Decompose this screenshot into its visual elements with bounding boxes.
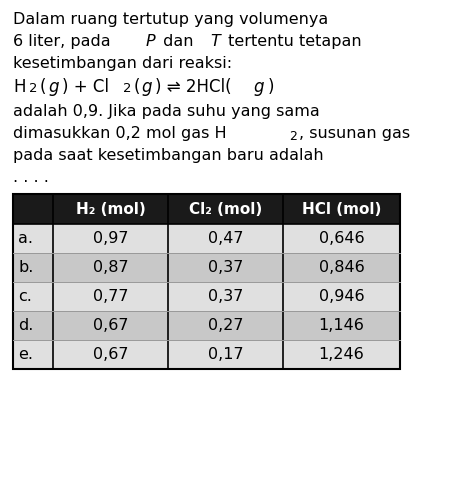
- Text: dan: dan: [158, 34, 198, 49]
- Text: pada saat kesetimbangan baru adalah: pada saat kesetimbangan baru adalah: [13, 148, 324, 163]
- Text: Cl₂ (mol): Cl₂ (mol): [189, 202, 262, 216]
- Text: 0,77: 0,77: [93, 289, 128, 304]
- Bar: [13, 282, 400, 311]
- Bar: [13, 311, 400, 340]
- Text: 6 liter, pada: 6 liter, pada: [13, 34, 116, 49]
- Text: , susunan gas: , susunan gas: [299, 126, 410, 141]
- Text: e.: e.: [18, 347, 33, 362]
- Text: d.: d.: [18, 318, 33, 333]
- Text: 0,97: 0,97: [93, 231, 128, 246]
- Text: 0,67: 0,67: [93, 318, 128, 333]
- Text: HCl (mol): HCl (mol): [302, 202, 381, 216]
- Text: 1,146: 1,146: [318, 318, 364, 333]
- Text: 0,646: 0,646: [319, 231, 364, 246]
- Text: dimasukkan 0,2 mol gas H: dimasukkan 0,2 mol gas H: [13, 126, 226, 141]
- Text: g: g: [254, 78, 264, 96]
- Text: 0,27: 0,27: [208, 318, 243, 333]
- Text: H₂ (mol): H₂ (mol): [76, 202, 145, 216]
- Text: 1,246: 1,246: [318, 347, 364, 362]
- Text: g: g: [48, 78, 59, 96]
- Text: c.: c.: [18, 289, 32, 304]
- Text: P: P: [146, 34, 155, 49]
- Text: Dalam ruang tertutup yang volumenya: Dalam ruang tertutup yang volumenya: [13, 12, 328, 27]
- Bar: [13, 340, 400, 369]
- Text: kesetimbangan dari reaksi:: kesetimbangan dari reaksi:: [13, 56, 232, 71]
- Text: 0,47: 0,47: [208, 231, 243, 246]
- Text: 0,946: 0,946: [319, 289, 364, 304]
- Text: adalah 0,9. Jika pada suhu yang sama: adalah 0,9. Jika pada suhu yang sama: [13, 104, 320, 119]
- Bar: [13, 194, 400, 224]
- Bar: [13, 224, 400, 253]
- Text: b.: b.: [18, 260, 33, 275]
- Text: 0,67: 0,67: [93, 347, 128, 362]
- Text: 0,37: 0,37: [208, 289, 243, 304]
- Text: g: g: [142, 78, 152, 96]
- Text: 2: 2: [289, 130, 296, 143]
- Bar: [13, 253, 400, 282]
- Text: 2: 2: [123, 82, 131, 95]
- Text: ) ⇌ 2HCl(: ) ⇌ 2HCl(: [155, 78, 232, 96]
- Text: tertentu tetapan: tertentu tetapan: [223, 34, 362, 49]
- Text: (: (: [40, 78, 46, 96]
- Text: . . . .: . . . .: [13, 170, 49, 185]
- Text: a.: a.: [18, 231, 33, 246]
- Text: 0,17: 0,17: [208, 347, 243, 362]
- Text: ) + Cl: ) + Cl: [62, 78, 109, 96]
- Text: H: H: [13, 78, 26, 96]
- Text: 0,87: 0,87: [93, 260, 129, 275]
- Text: 0,37: 0,37: [208, 260, 243, 275]
- Bar: [13, 194, 400, 369]
- Text: 0,846: 0,846: [318, 260, 364, 275]
- Text: (: (: [133, 78, 140, 96]
- Text: ): ): [267, 78, 274, 96]
- Text: T: T: [211, 34, 220, 49]
- Text: 2: 2: [29, 82, 37, 95]
